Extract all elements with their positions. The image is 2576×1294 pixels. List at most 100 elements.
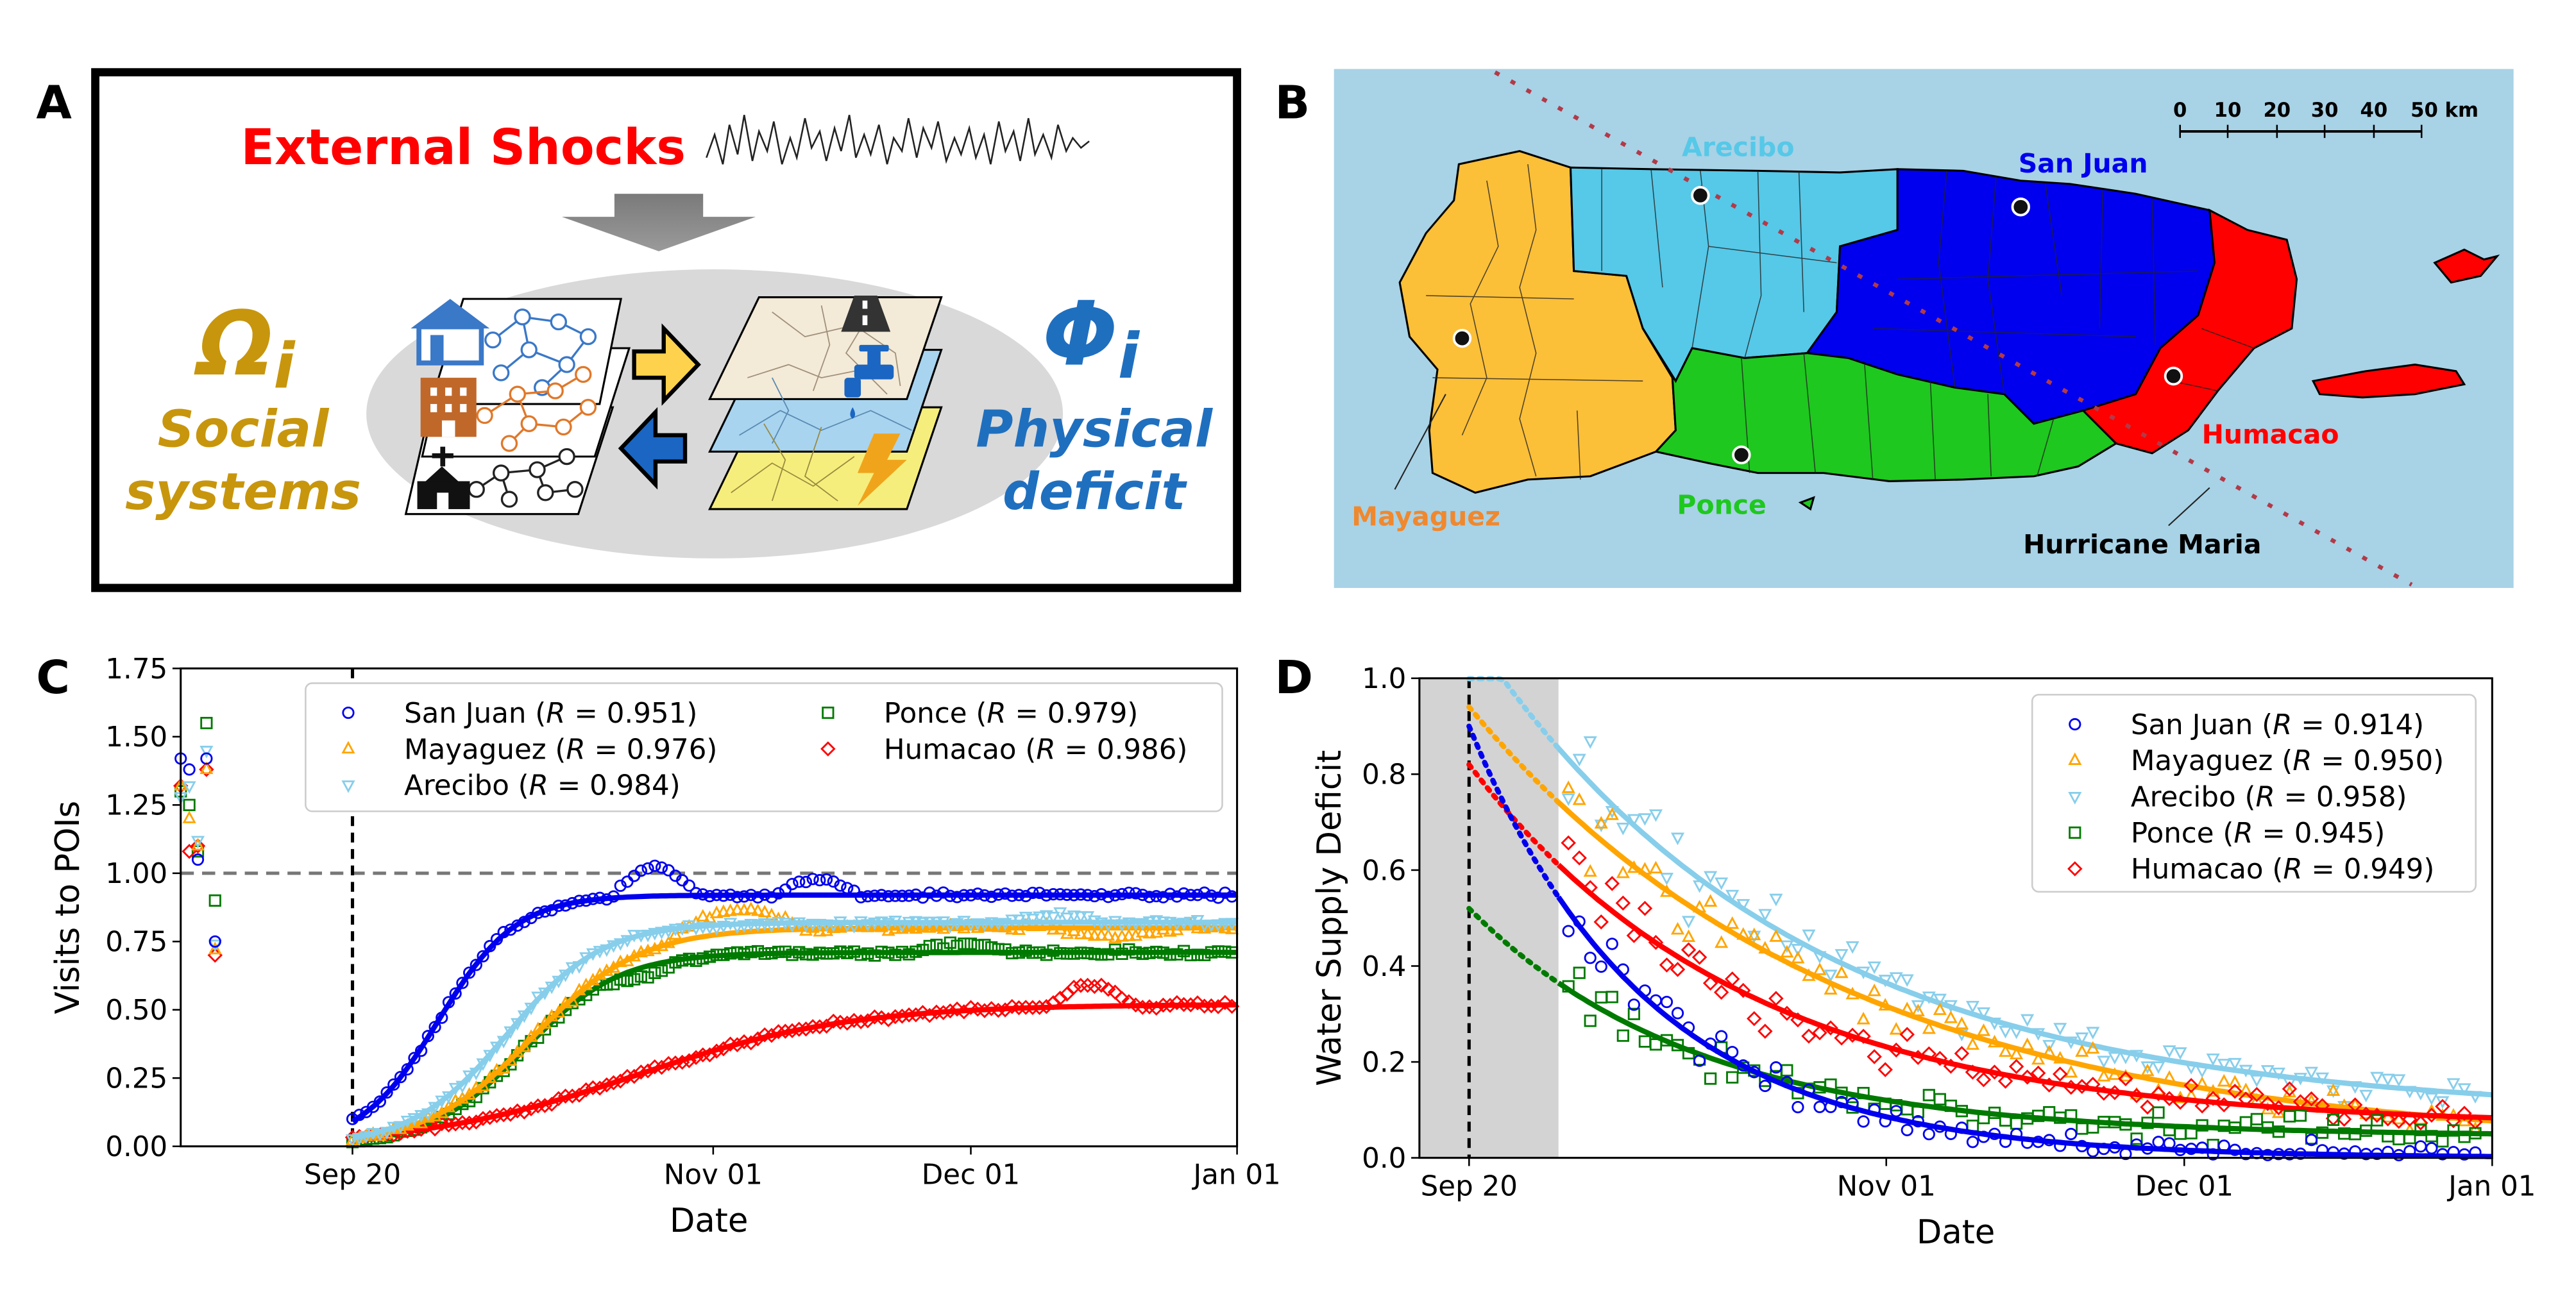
data-point — [1780, 945, 1794, 958]
data-point — [1627, 998, 1640, 1011]
fit-curve — [1556, 862, 2493, 1121]
data-point — [2064, 1064, 2078, 1078]
panel-label-c: C — [36, 650, 70, 704]
data-point — [191, 836, 205, 849]
data-point — [1702, 975, 1718, 991]
legend-label: Arecibo (R = 0.984) — [404, 770, 681, 802]
hurricane-leader-line — [2168, 487, 2210, 526]
legend-label: San Juan (R = 0.951) — [404, 698, 697, 730]
data-point — [1933, 1093, 1946, 1105]
data-point — [2053, 1023, 2067, 1036]
data-point — [1954, 1016, 1969, 1030]
data-point — [1583, 736, 1597, 749]
data-point — [1944, 1010, 1958, 1023]
series-san-juan — [174, 752, 1239, 1125]
plot-frame-c — [180, 667, 1239, 1148]
y-tick-label: 0.0 — [1362, 1143, 1406, 1175]
data-point — [1038, 998, 1055, 1014]
data-point — [2052, 1066, 2068, 1082]
data-point — [1899, 1027, 1915, 1042]
data-point — [1067, 910, 1081, 923]
data-point — [2283, 1110, 2296, 1123]
data-point — [408, 1052, 421, 1064]
data-point — [765, 907, 779, 921]
island-culebra — [2433, 248, 2500, 284]
series-ponce — [1466, 905, 2493, 1152]
data-point — [1889, 1021, 1903, 1035]
data-point — [2326, 1083, 2341, 1096]
physical-to-social-arrow — [618, 407, 688, 490]
fit-curve — [1556, 895, 2493, 1159]
legend-marker — [820, 741, 836, 757]
data-point — [2183, 1078, 2199, 1093]
data-point — [208, 935, 221, 948]
data-point — [1725, 916, 1740, 929]
label-arecibo: Arecibo — [1682, 131, 1794, 162]
legend-marker — [341, 780, 355, 793]
data-point — [1715, 877, 1729, 891]
data-point — [696, 909, 710, 922]
data-point — [449, 987, 462, 1000]
data-point — [648, 859, 661, 872]
data-point — [2010, 1046, 2024, 1060]
road-icon — [841, 296, 891, 332]
scale-tick-20: 20 — [2263, 99, 2291, 122]
data-point — [1693, 1054, 1706, 1067]
data-point — [1562, 925, 1575, 937]
data-point — [1573, 966, 1586, 979]
power-map-texture — [731, 423, 855, 501]
data-point — [827, 875, 840, 888]
chart-c: Sep 20 Nov 01 Dec 01 Jan 01 0.00 0.25 0.50 0.75… — [49, 653, 1281, 1240]
scale-tick-40: 40 — [2360, 99, 2388, 122]
panel-label-d: D — [1275, 650, 1313, 704]
data-point — [2393, 1132, 2405, 1146]
data-point — [2425, 1142, 2438, 1155]
fit-curve — [352, 950, 1237, 1144]
data-point — [2008, 1059, 2024, 1075]
data-point — [1965, 1037, 1979, 1050]
physical-label-line2: deficit — [1003, 462, 1187, 521]
data-point — [1747, 927, 1761, 941]
data-point — [1659, 957, 1675, 973]
y-tick-label: 1.0 — [1362, 663, 1406, 695]
city-dot-humacao — [2164, 366, 2183, 386]
plot-frame-d — [1418, 677, 2493, 1159]
data-point — [2250, 1113, 2263, 1125]
data-point — [1073, 978, 1089, 993]
x-tick-label: Nov 01 — [664, 1159, 763, 1191]
legend-label: Humacao (R = 0.986) — [884, 734, 1187, 766]
island-vieques — [2311, 364, 2466, 399]
y-tick-label: 0.4 — [1362, 951, 1406, 983]
data-point — [716, 904, 731, 917]
data-point — [208, 941, 222, 955]
data-point — [1900, 974, 1914, 987]
data-point — [2217, 1059, 2231, 1071]
data-point — [1922, 1089, 1935, 1102]
scale-tick-10: 10 — [2214, 99, 2242, 122]
chart-d: Sep 20 Nov 01 Dec 01 Jan 01 0.0 0.2 0.4 0.6 0.8 1… — [1310, 663, 2536, 1252]
data-point — [1670, 921, 1685, 935]
legend-label: Humacao (R = 0.949) — [2131, 853, 2434, 886]
data-point — [1867, 1049, 1882, 1064]
data-point — [1584, 1014, 1597, 1027]
data-point — [1671, 1007, 1684, 1020]
data-point — [1976, 1007, 1991, 1020]
y-tick-label: 0.25 — [105, 1063, 167, 1095]
series-arecibo — [1466, 676, 2493, 1114]
data-point — [2140, 1099, 2155, 1115]
data-point — [1561, 835, 1576, 851]
legend-label: Ponce (R = 0.979) — [884, 698, 1138, 730]
data-point — [2206, 1053, 2220, 1066]
data-point — [199, 761, 214, 775]
data-point — [730, 902, 744, 915]
data-point — [2010, 1117, 2023, 1130]
data-point — [2065, 1127, 2078, 1141]
data-point — [1932, 1050, 1948, 1066]
data-point — [380, 1086, 393, 1099]
data-point — [2174, 1127, 2187, 1140]
data-point — [1616, 823, 1630, 836]
data-point — [793, 875, 806, 888]
data-point — [1670, 832, 1685, 846]
data-point — [1583, 864, 1597, 877]
data-point — [2097, 1055, 2111, 1069]
